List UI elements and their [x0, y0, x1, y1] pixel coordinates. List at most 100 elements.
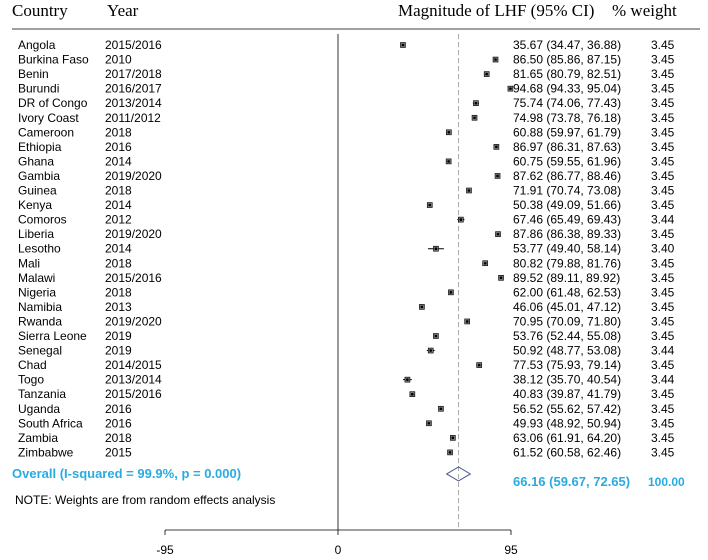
study-weight: 3.44 [651, 213, 675, 227]
study-weight: 3.45 [651, 314, 675, 328]
study-country: Tanzania [18, 387, 66, 401]
overall-diamond [445, 466, 472, 482]
study-ci-label: 63.06 (61.91, 64.20) [513, 431, 621, 445]
study-row: Guinea 2018 71.91 (70.74, 73.08) 3.45 [18, 184, 675, 198]
study-point [485, 72, 488, 76]
study-weight: 3.44 [651, 344, 675, 358]
study-point [429, 349, 433, 352]
study-ci-label: 70.95 (70.09, 71.80) [513, 314, 621, 328]
study-country: Benin [18, 67, 49, 81]
study-year: 2011/2012 [105, 111, 161, 125]
study-year: 2013/2014 [105, 96, 162, 110]
study-ci-label: 81.65 (80.79, 82.51) [513, 67, 621, 81]
study-year: 2014 [105, 198, 132, 212]
study-point [447, 131, 451, 134]
study-point [483, 261, 487, 265]
study-year: 2014/2015 [105, 358, 162, 372]
study-point [459, 218, 463, 221]
study-country: Senegal [18, 344, 62, 358]
study-country: Guinea [18, 184, 57, 198]
study-ci-label: 61.52 (60.58, 62.46) [513, 445, 621, 459]
study-row: Ghana 2014 60.75 (59.55, 61.96) 3.45 [18, 154, 675, 168]
study-row: Rwanda 2019/2020 70.95 (70.09, 71.80) 3.45 [18, 314, 675, 328]
study-weight: 3.40 [651, 242, 675, 256]
study-point [499, 276, 503, 280]
study-country: Burkina Faso [18, 53, 89, 67]
study-weight: 3.45 [651, 431, 675, 445]
study-weight: 3.45 [651, 329, 675, 343]
study-row: Lesotho 2014 53.77 (49.40, 58.14) 3.40 [18, 242, 675, 256]
study-row: Sierra Leone 2019 53.76 (52.44, 55.08) 3.45 [18, 329, 675, 343]
study-weight: 3.44 [651, 373, 675, 387]
x-tick-label: 0 [335, 543, 342, 557]
study-year: 2017/2018 [105, 67, 162, 81]
study-country: Malawi [18, 271, 55, 285]
study-year: 2016/2017 [105, 82, 162, 96]
study-row: Gambia 2019/2020 87.62 (86.77, 88.46) 3.45 [18, 169, 675, 183]
study-point [428, 203, 432, 207]
study-ci-label: 35.67 (34.47, 36.88) [513, 38, 621, 52]
study-year: 2015/2016 [105, 387, 162, 401]
overall-label: Overall (I-squared = 99.9%, p = 0.000) [12, 466, 241, 481]
header-year: Year [107, 1, 139, 20]
study-point [494, 58, 497, 61]
study-weight: 3.45 [651, 198, 675, 212]
study-row: Malawi 2015/2016 89.52 (89.11, 89.92) 3.45 [18, 271, 675, 285]
study-ci-label: 40.83 (39.87, 41.79) [513, 387, 621, 401]
study-row: Burundi 2016/2017 94.68 (94.33, 95.04) 3.45 [18, 82, 675, 96]
study-row: Zambia 2018 63.06 (61.91, 64.20) 3.45 [18, 431, 675, 445]
study-row: Mali 2018 80.82 (79.88, 81.76) 3.45 [18, 256, 675, 270]
study-year: 2019/2020 [105, 314, 162, 328]
study-ci-label: 77.53 (75.93, 79.14) [513, 358, 621, 372]
study-ci-label: 67.46 (65.49, 69.43) [513, 213, 621, 227]
study-year: 2019/2020 [105, 169, 162, 183]
study-year: 2019/2020 [105, 227, 162, 241]
footnote: NOTE: Weights are from random effects an… [15, 493, 275, 507]
study-point [439, 407, 443, 411]
study-country: Ghana [18, 154, 54, 168]
study-row: Liberia 2019/2020 87.86 (86.38, 89.33) 3.45 [18, 227, 675, 241]
study-row: Cameroon 2018 60.88 (59.97, 61.79) 3.45 [18, 125, 675, 139]
study-row: Angola 2015/2016 35.67 (34.47, 36.88) 3.45 [18, 38, 675, 52]
study-year: 2018 [105, 285, 132, 299]
study-row: Kenya 2014 50.38 (49.09, 51.66) 3.45 [18, 198, 675, 212]
study-year: 2016 [105, 140, 132, 154]
study-ci-label: 71.91 (70.74, 73.08) [513, 184, 621, 198]
study-weight: 3.45 [651, 358, 675, 372]
study-point [449, 291, 453, 294]
study-year: 2016 [105, 402, 132, 416]
study-point [495, 145, 498, 149]
study-ci-label: 53.77 (49.40, 58.14) [513, 242, 621, 256]
study-weight: 3.45 [651, 125, 675, 139]
study-weight: 3.45 [651, 96, 675, 110]
study-row: Zimbabwe 2015 61.52 (60.58, 62.46) 3.45 [18, 445, 675, 459]
study-country: Burundi [18, 82, 59, 96]
study-ci-label: 49.93 (48.92, 50.94) [513, 416, 621, 430]
study-country: South Africa [18, 416, 83, 430]
study-country: Angola [18, 38, 56, 52]
study-row: Senegal 2019 50.92 (48.77, 53.08) 3.44 [18, 344, 675, 358]
study-row: Nigeria 2018 62.00 (61.48, 62.53) 3.45 [18, 285, 675, 299]
study-year: 2018 [105, 256, 132, 270]
study-weight: 3.45 [651, 140, 675, 154]
study-year: 2013/2014 [105, 373, 162, 387]
study-point [451, 436, 455, 440]
study-weight: 3.45 [651, 111, 675, 125]
study-point [448, 451, 452, 454]
study-year: 2015/2016 [105, 38, 162, 52]
study-ci-label: 86.50 (85.86, 87.15) [513, 53, 621, 67]
study-ci-label: 50.92 (48.77, 53.08) [513, 344, 621, 358]
study-year: 2010 [105, 53, 132, 67]
study-weight: 3.45 [651, 67, 675, 81]
study-country: Togo [18, 373, 44, 387]
study-country: Rwanda [18, 314, 62, 328]
study-point [477, 363, 481, 367]
study-country: Namibia [18, 300, 62, 314]
study-point [474, 101, 478, 105]
study-row: Namibia 2013 46.06 (45.01, 47.12) 3.45 [18, 300, 675, 314]
study-point [401, 43, 405, 47]
study-weight: 3.45 [651, 300, 675, 314]
study-ci-label: 53.76 (52.44, 55.08) [513, 329, 621, 343]
study-weight: 3.45 [651, 445, 675, 459]
study-row: Uganda 2016 56.52 (55.62, 57.42) 3.45 [18, 402, 675, 416]
